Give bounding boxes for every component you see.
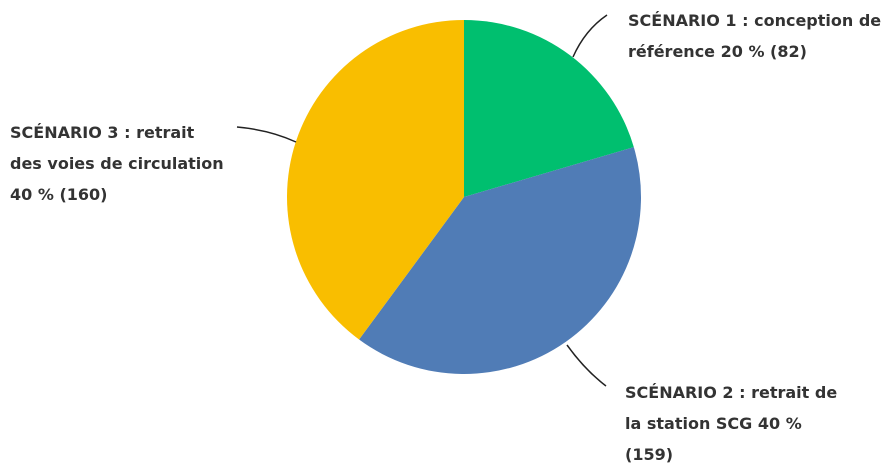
- leader-line: [236, 126, 297, 143]
- category-label: SCÉNARIO 3 : retrait des voies de circul…: [10, 123, 224, 173]
- pie: [287, 19, 642, 374]
- leader-line: [572, 14, 608, 58]
- leader-line: [566, 344, 607, 387]
- pie-slice: [464, 20, 634, 197]
- pie-slice: [287, 19, 464, 340]
- category-label: SCÉNARIO 1 : conception de référence: [628, 11, 882, 61]
- pie-slice: [359, 147, 642, 374]
- slice-label: SCÉNARIO 2 : retrait de la station SCG 4…: [625, 377, 840, 470]
- category-label: SCÉNARIO 2 : retrait de la station SCG: [625, 383, 838, 433]
- value-label: 20 % (82): [720, 42, 807, 61]
- value-label: 40 % (160): [10, 185, 108, 204]
- slice-label: SCÉNARIO 1 : conception de référence 20 …: [628, 5, 883, 67]
- page: {"chart_data": {"type": "pie", "categori…: [10, 5, 883, 464]
- value-label: 40 % (159): [625, 414, 802, 464]
- chart: [236, 14, 642, 387]
- slice-label: SCÉNARIO 3 : retrait des voies de circul…: [10, 117, 225, 210]
